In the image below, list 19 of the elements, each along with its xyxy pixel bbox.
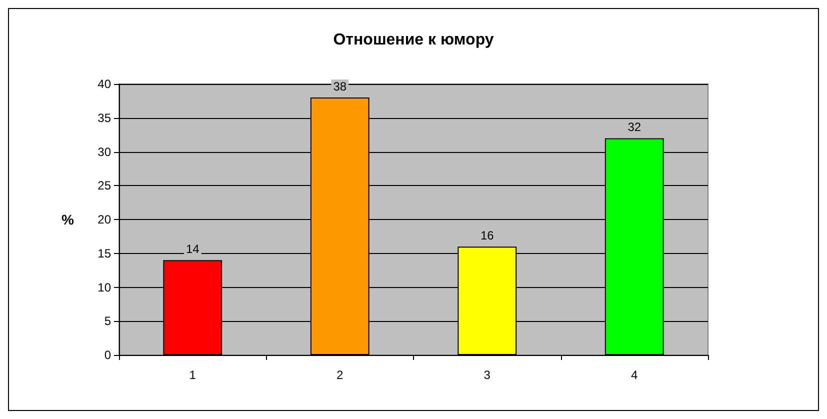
y-tick-label: 35 <box>98 110 112 125</box>
x-tick-label: 3 <box>484 368 491 382</box>
y-tick-label: 20 <box>98 212 112 226</box>
data-label: 38 <box>333 80 347 94</box>
x-tick-label: 1 <box>189 368 196 382</box>
y-tick-label: 40 <box>98 77 112 91</box>
x-tick-label: 4 <box>631 368 638 382</box>
data-label: 16 <box>480 228 494 243</box>
y-tick-label: 25 <box>98 178 112 193</box>
y-axis-title: % <box>62 212 75 228</box>
y-tick-label: 30 <box>98 144 112 159</box>
y-tick-label: 5 <box>104 314 112 328</box>
y-tick-label: 0 <box>104 348 112 362</box>
y-tick-label: 10 <box>98 280 112 294</box>
data-label: 14 <box>186 242 200 256</box>
chart-title: Отношение к юмору <box>333 32 494 48</box>
data-label: 32 <box>628 120 642 134</box>
x-tick-label: 2 <box>336 368 344 382</box>
y-tick-label: 15 <box>98 246 112 260</box>
